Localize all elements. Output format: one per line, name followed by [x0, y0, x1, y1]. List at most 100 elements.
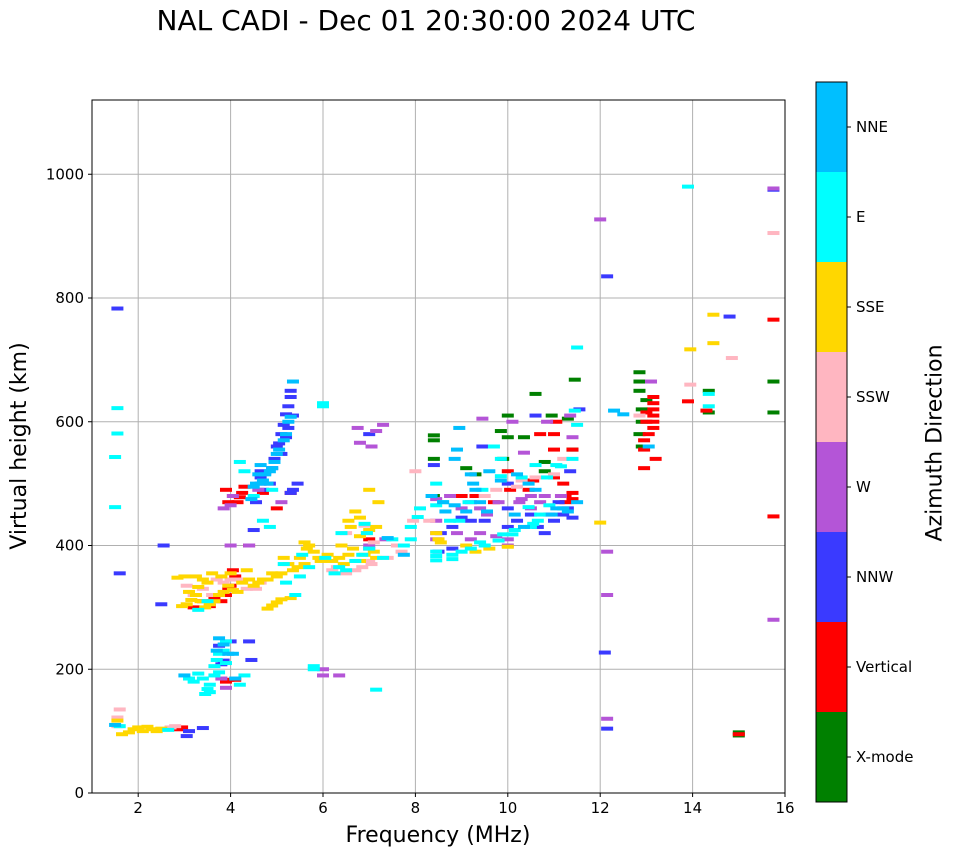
echo-point [250, 500, 263, 505]
echo-point [598, 650, 611, 655]
echo-point [363, 543, 376, 548]
x-tick-label: 4 [226, 799, 236, 817]
echo-point [180, 734, 193, 739]
echo-point [222, 583, 235, 588]
echo-point [647, 419, 660, 424]
echo-point [538, 531, 551, 536]
echo-point [557, 512, 570, 517]
echo-point [372, 500, 385, 505]
echo-point [342, 552, 355, 557]
echo-point [707, 312, 720, 317]
echo-point [298, 540, 311, 545]
echo-point [601, 274, 614, 279]
echo-point [238, 484, 251, 489]
echo-point [635, 444, 648, 449]
echo-point [552, 500, 565, 505]
y-tick-label: 800 [55, 289, 84, 307]
echo-point [464, 546, 477, 551]
echo-point [201, 599, 214, 604]
echo-point [564, 413, 577, 418]
colorbar-label: Azimuth Direction [922, 344, 948, 542]
echo-point [109, 505, 122, 510]
echo-point [222, 500, 235, 505]
colorbar-tick-label: Vertical [856, 658, 912, 676]
echo-point [282, 404, 295, 409]
echo-point [213, 593, 226, 597]
echo-point [261, 606, 274, 611]
echo-point [317, 404, 329, 409]
echo-point [215, 599, 228, 604]
echo-point [462, 500, 475, 505]
series-x-mode [427, 370, 780, 738]
echo-point [217, 580, 230, 585]
echo-point [444, 518, 457, 523]
echo-point [517, 450, 530, 455]
echo-point [522, 481, 535, 486]
echo-point [681, 399, 694, 404]
echo-point [522, 505, 535, 510]
x-tick-label: 10 [498, 799, 517, 817]
echo-point [638, 438, 651, 443]
echo-point [723, 314, 736, 319]
echo-point [286, 379, 299, 384]
echo-point [289, 593, 302, 597]
echo-point [266, 466, 279, 471]
echo-point [199, 605, 212, 610]
x-tick-label: 8 [411, 799, 421, 817]
echo-point [270, 600, 283, 605]
echo-point [469, 549, 482, 554]
echo-point [291, 565, 304, 570]
echo-point [224, 577, 237, 582]
echo-point [273, 447, 286, 452]
echo-point [642, 444, 655, 449]
echo-point [594, 217, 607, 222]
echo-point [185, 597, 198, 602]
echo-point [538, 459, 551, 464]
y-axis-label: Virtual height (km) [7, 342, 32, 549]
echo-point [439, 509, 452, 514]
echo-point [702, 404, 715, 409]
echo-point [638, 466, 651, 471]
echo-point [226, 568, 239, 573]
echo-point [633, 388, 646, 393]
echo-point [317, 667, 329, 672]
echo-point [176, 604, 189, 609]
series-nnw [111, 187, 780, 739]
echo-point [180, 583, 193, 588]
echo-point [541, 419, 554, 424]
echo-point [469, 494, 482, 498]
echo-point [266, 571, 279, 576]
echo-point [208, 664, 221, 669]
echo-point [217, 589, 230, 594]
echo-point [333, 565, 346, 570]
x-tick-label: 12 [591, 799, 610, 817]
echo-point [111, 406, 124, 411]
echo-point [349, 558, 362, 563]
echo-point [113, 571, 126, 576]
echo-point [111, 718, 124, 723]
echo-point [307, 667, 320, 672]
echo-point [423, 518, 436, 523]
echo-point [349, 568, 362, 573]
echo-point [312, 555, 325, 560]
echo-point [397, 552, 410, 557]
echo-point [365, 562, 378, 567]
echo-point [370, 555, 383, 560]
echo-point [141, 724, 154, 729]
echo-point [524, 524, 537, 529]
echo-point [277, 555, 290, 560]
echo-point [617, 412, 630, 417]
echo-point [767, 514, 780, 519]
echo-point [506, 419, 519, 424]
echo-point [767, 317, 780, 322]
echo-point [243, 639, 256, 644]
echo-point [268, 456, 281, 461]
echo-point [293, 574, 306, 579]
echo-point [527, 521, 540, 526]
echo-point [635, 407, 648, 412]
echo-point [494, 474, 507, 479]
echo-point [247, 583, 260, 588]
echo-point [529, 391, 542, 396]
colorbar-segment [816, 442, 847, 532]
